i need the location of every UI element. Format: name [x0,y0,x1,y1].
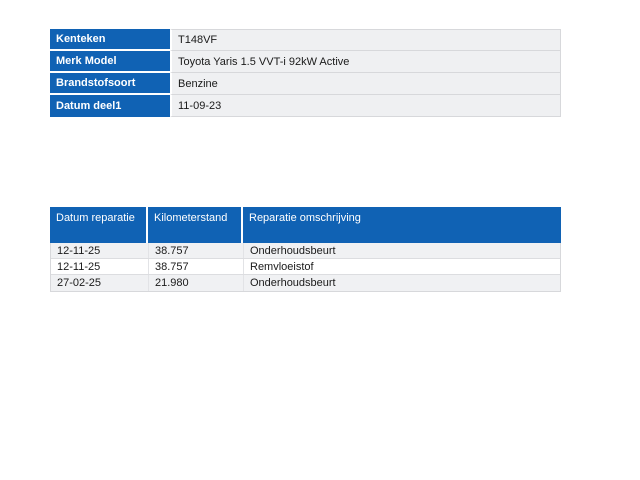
cell-reparatie-omschrijving: Remvloeistof [243,259,560,274]
vehicle-info-label-brandstofsoort: Brandstofsoort [50,73,170,95]
vehicle-info-row: Brandstofsoort Benzine [50,73,561,95]
vehicle-info-table: Kenteken T148VF Merk Model Toyota Yaris … [50,29,561,117]
repair-history-table: Datum reparatie Kilometerstand Reparatie… [50,207,561,292]
vehicle-info-label-kenteken: Kenteken [50,29,170,51]
cell-datum-reparatie: 27-02-25 [57,277,102,289]
repair-history-body: 12-11-25 38.757 Onderhoudsbeurt 12-11-25… [50,243,561,292]
cell-kilometerstand: 21.980 [148,275,243,291]
vehicle-info-row: Datum deel1 11-09-23 [50,95,561,117]
repair-history-header: Datum reparatie Kilometerstand Reparatie… [50,207,561,243]
table-row: 12-11-25 38.757 Onderhoudsbeurt [51,243,560,259]
vehicle-info-value-kenteken: T148VF [170,29,561,51]
cell-kilometerstand: 38.757 [148,259,243,274]
vehicle-info-value-merk-model: Toyota Yaris 1.5 VVT-i 92kW Active [170,51,561,73]
vehicle-info-row: Kenteken T148VF [50,29,561,51]
vehicle-info-row: Merk Model Toyota Yaris 1.5 VVT-i 92kW A… [50,51,561,73]
table-row: 12-11-25 38.757 Remvloeistof [51,259,560,275]
column-header-reparatie-omschrijving: Reparatie omschrijving [243,207,561,243]
cell-kilometerstand: 38.757 [148,243,243,258]
vehicle-info-value-brandstofsoort: Benzine [170,73,561,95]
cell-datum-reparatie: 12-11-25 [57,244,101,257]
table-row: 27-02-25 21.980 Onderhoudsbeurt [51,275,560,291]
cell-datum-reparatie: 12-11-25 [57,260,101,273]
cell-reparatie-omschrijving: Onderhoudsbeurt [243,275,560,291]
vehicle-info-label-merk-model: Merk Model [50,51,170,73]
column-header-kilometerstand: Kilometerstand [148,207,243,243]
cell-reparatie-omschrijving: Onderhoudsbeurt [243,243,560,258]
column-header-datum-reparatie: Datum reparatie [50,207,148,243]
vehicle-info-value-datum-deel1: 11-09-23 [170,95,561,117]
vehicle-info-label-datum-deel1: Datum deel1 [50,95,170,117]
